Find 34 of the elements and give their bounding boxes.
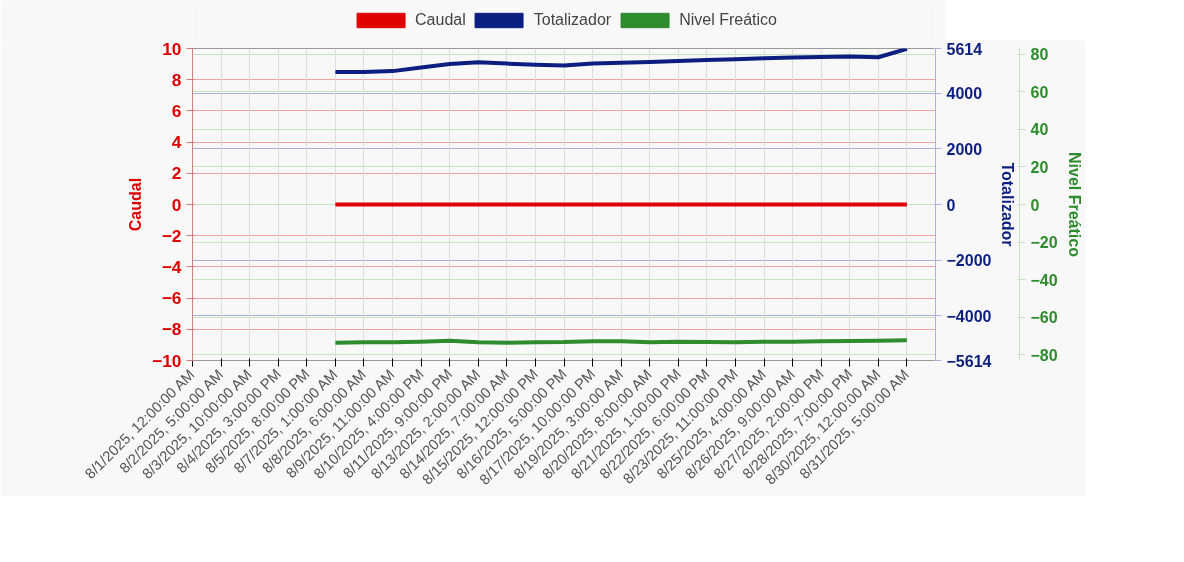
y3-tick-label: 40 [1030, 121, 1049, 139]
y-tick-label: 10 [162, 38, 182, 59]
y-tick-label: 6 [171, 100, 182, 121]
y-tick-label: 2 [171, 163, 182, 184]
y-tick-label: −4 [161, 256, 182, 277]
y3-tick-label: 0 [1030, 196, 1040, 214]
legend-label: Totalizador [533, 11, 612, 29]
y-tick-label: 4 [171, 132, 182, 153]
y2-tick-label: −5614 [946, 352, 992, 370]
y2-tick-label: 5614 [946, 40, 983, 58]
y-tick-label: −10 [152, 350, 182, 371]
legend-label: Nivel Freático [679, 11, 777, 29]
y3-tick-label: −20 [1030, 234, 1058, 252]
y-axis-title: Caudal [127, 177, 145, 232]
y-tick-label: −2 [161, 225, 182, 246]
y3-tick-label: −40 [1030, 271, 1058, 289]
line-series [333, 48, 909, 74]
y2-tick-label: −4000 [946, 307, 992, 325]
y3-axis-title: Nivel Freático [1065, 152, 1083, 258]
y2-tick-label: 0 [946, 196, 956, 214]
y-tick-label: 0 [171, 194, 182, 215]
y3-tick-label: 80 [1030, 46, 1049, 64]
y2-tick-label: 2000 [946, 140, 983, 158]
y3-tick-label: −60 [1030, 309, 1058, 327]
y3-tick-label: 60 [1030, 83, 1049, 101]
y3-tick-label: −80 [1030, 346, 1058, 364]
y-tick-label: −8 [161, 319, 182, 340]
y-tick-label: 8 [171, 69, 182, 90]
y2-axis-title: Totalizador [999, 162, 1017, 247]
y3-tick-label: 20 [1030, 158, 1049, 176]
y2-tick-label: −2000 [946, 252, 992, 270]
legend-label: Caudal [415, 11, 466, 29]
y-tick-label: −6 [161, 288, 182, 309]
y2-tick-label: 4000 [946, 85, 983, 103]
